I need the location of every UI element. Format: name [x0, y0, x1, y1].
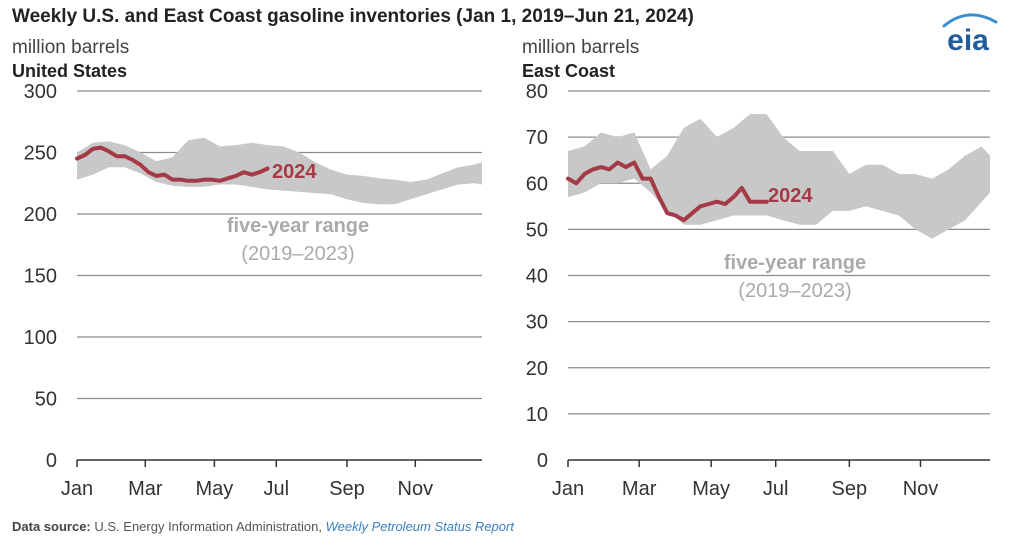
five-year-range-band — [568, 114, 990, 239]
data-source-note: Data source: U.S. Energy Information Adm… — [12, 519, 514, 534]
x-tick-label: Mar — [128, 478, 163, 500]
y-tick-label: 250 — [24, 143, 57, 165]
svg-text:eia: eia — [947, 24, 989, 56]
report-link[interactable]: Weekly Petroleum Status Report — [325, 519, 514, 534]
y-tick-label: 40 — [526, 266, 548, 288]
y-axis-unit: million barrels — [12, 37, 129, 58]
x-tick-label: Sep — [329, 478, 365, 500]
x-tick-label: May — [195, 478, 233, 500]
y-tick-label: 100 — [24, 327, 57, 349]
series-2024-label: 2024 — [272, 161, 317, 183]
range-label: five-year range — [227, 215, 369, 237]
panel-united-states: million barrels United States 0 50 100 150 200… — [12, 37, 482, 500]
range-years-label: (2019–2023) — [738, 280, 851, 302]
x-tick-label: Sep — [832, 478, 868, 500]
panel-title: United States — [12, 61, 127, 81]
chart-title: Weekly U.S. and East Coast gasoline inve… — [12, 6, 694, 27]
x-tick-label: Jul — [763, 478, 789, 500]
five-year-range-band — [77, 137, 482, 205]
series-2024-line — [566, 160, 769, 223]
y-axis-unit: million barrels — [522, 37, 639, 58]
series-2024-label: 2024 — [768, 185, 813, 207]
y-tick-label: 20 — [526, 358, 548, 380]
y-tick-label: 30 — [526, 312, 548, 334]
panel-east-coast: million barrels East Coast 0 10 20 30 40 50 60 70… — [522, 37, 990, 500]
x-tick-label: Nov — [398, 478, 434, 500]
range-label: five-year range — [724, 252, 866, 274]
data-source-label: Data source: — [12, 519, 91, 534]
y-tick-label: 0 — [46, 450, 57, 472]
y-tick-label: 80 — [526, 81, 548, 103]
y-tick-label: 50 — [526, 219, 548, 241]
x-tick-label: Nov — [903, 478, 939, 500]
series-2024-line — [75, 145, 270, 183]
x-tick-label: Jul — [264, 478, 290, 500]
y-tick-label: 60 — [526, 173, 548, 195]
y-tick-label: 300 — [24, 81, 57, 103]
x-tick-label: May — [692, 478, 730, 500]
range-years-label: (2019–2023) — [241, 243, 354, 265]
y-tick-label: 200 — [24, 204, 57, 226]
x-tick-label: Mar — [622, 478, 657, 500]
y-tick-label: 0 — [537, 450, 548, 472]
y-tick-label: 70 — [526, 127, 548, 149]
y-tick-label: 150 — [24, 266, 57, 288]
data-source-text: U.S. Energy Information Administration, — [94, 519, 322, 534]
x-tick-label: Jan — [552, 478, 584, 500]
y-tick-label: 50 — [35, 389, 57, 411]
panel-title: East Coast — [522, 61, 615, 81]
eia-logo: eia — [942, 13, 998, 56]
x-tick-label: Jan — [61, 478, 93, 500]
y-tick-label: 10 — [526, 404, 548, 426]
